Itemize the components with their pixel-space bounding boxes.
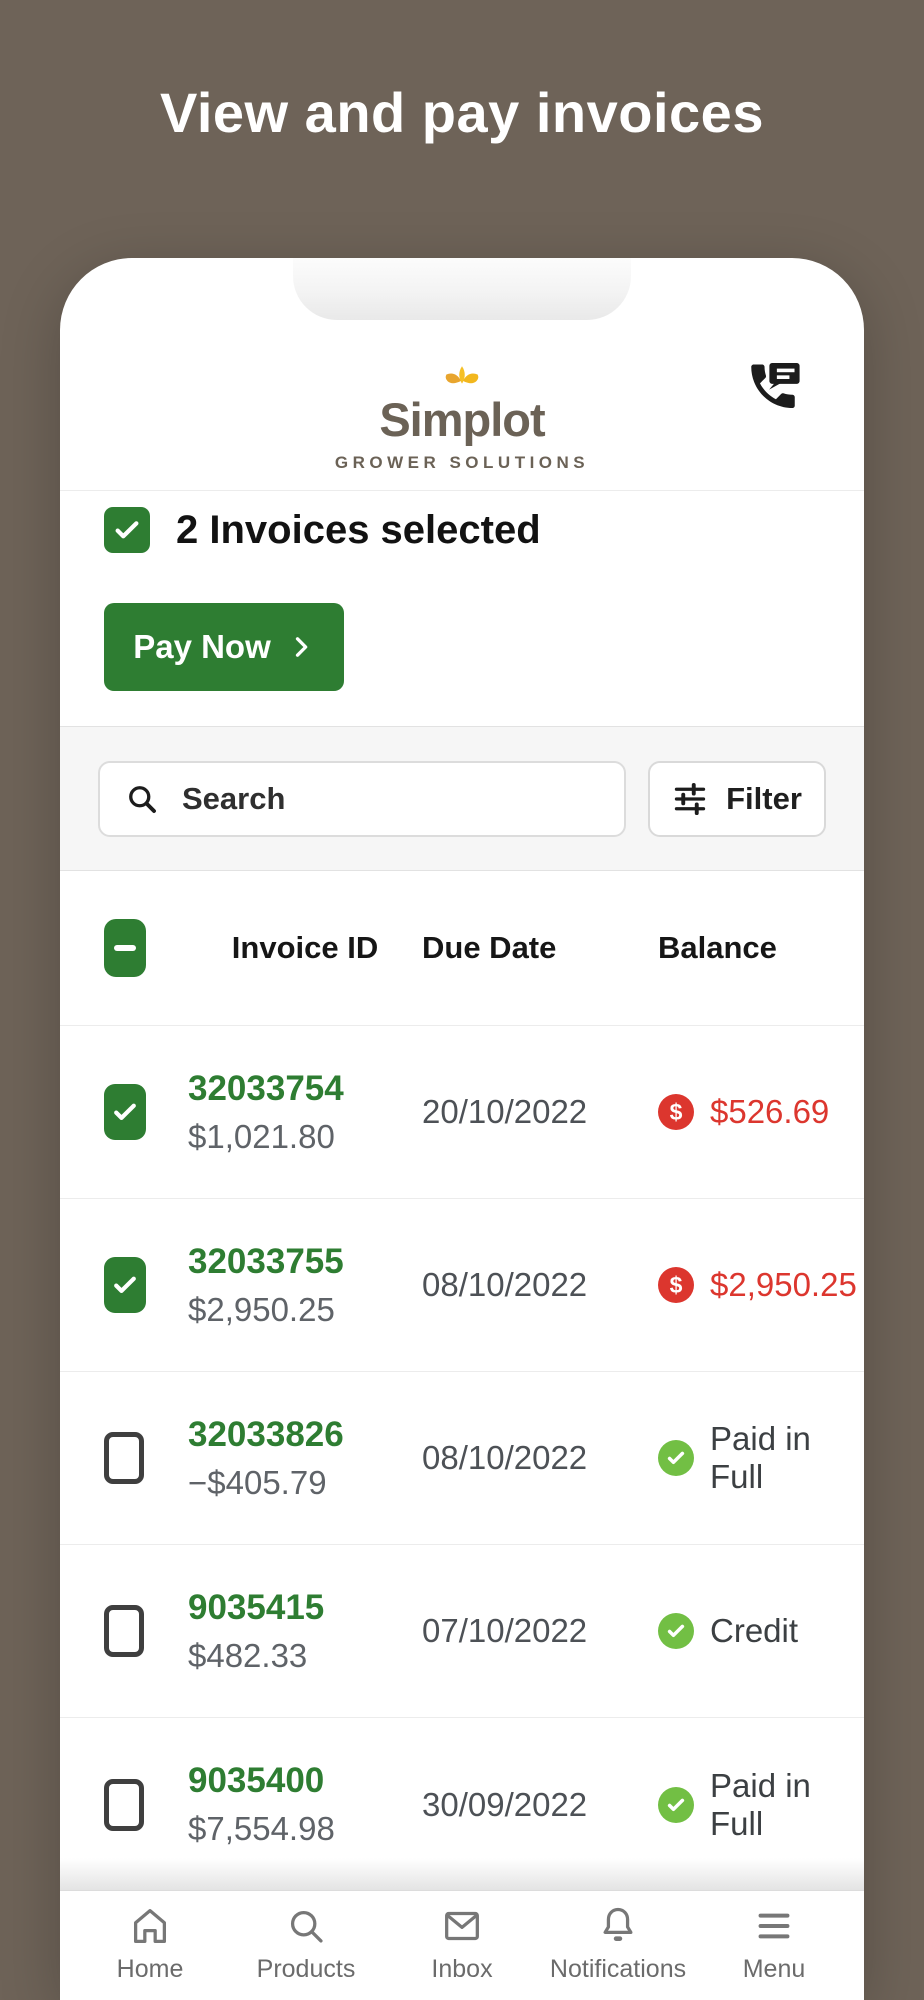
tune-filter-icon [674,782,706,815]
bottom-nav: Home Products Inbox Notifications Menu [60,1890,864,2000]
invoice-amount: $482.33 [188,1636,308,1674]
nav-item-notifications[interactable]: Notifications [548,1891,688,2000]
invoice-id-link[interactable]: 32033754 [188,1068,344,1108]
balance-text: $526.69 [710,1093,830,1130]
search-toolbar: Filter [60,726,864,871]
mail-icon [445,1911,479,1941]
nav-item-home[interactable]: Home [80,1891,220,2000]
column-header-balance: Balance [658,930,777,965]
nav-item-menu[interactable]: Menu [704,1891,844,2000]
balance-text: Paid in Full [710,1766,811,1842]
selection-section: 2 Invoices selected Pay Now [60,491,864,726]
filter-label: Filter [726,780,802,816]
invoice-row: 32033755 $2,950.25 08/10/2022 $ $2,950.2… [60,1199,864,1372]
check-icon [114,1103,136,1120]
select-all-checkbox[interactable] [104,507,150,553]
invoice-amount: −$405.79 [188,1463,327,1501]
due-date: 20/10/2022 [422,1093,588,1130]
nav-item-inbox[interactable]: Inbox [392,1891,532,2000]
invoice-id-link[interactable]: 32033826 [188,1414,344,1454]
search-icon [290,1910,323,1943]
simplot-logo: Simplot GROWER SOLUTIONS [60,366,864,473]
search-input[interactable] [180,779,600,818]
row-checkbox[interactable] [104,1432,144,1484]
filter-button[interactable]: Filter [648,760,826,837]
due-date: 08/10/2022 [422,1439,588,1476]
brand-wordmark: Simplot [379,393,545,446]
pay-now-label: Pay Now [133,628,271,665]
balance-text: Credit [710,1612,799,1649]
chevron-right-icon [295,637,308,657]
due-date: 30/09/2022 [422,1785,588,1823]
overdue-dollar-icon: $ [658,1267,694,1303]
bell-icon [603,1907,633,1941]
search-field[interactable] [98,760,626,837]
phone-notch [293,258,631,320]
app-header: Simplot GROWER SOLUTIONS [60,258,864,491]
paid-check-icon [658,1613,694,1649]
phone-message-icon [751,362,800,408]
balance-text: $2,950.25 [710,1266,857,1303]
invoice-amount: $1,021.80 [188,1117,335,1155]
row-checkbox[interactable] [104,1084,146,1140]
table-header: Invoice ID Due Date Balance [60,871,864,1026]
invoice-id-link[interactable]: 32033755 [188,1241,344,1281]
row-checkbox[interactable] [104,1605,144,1657]
due-date: 07/10/2022 [422,1612,588,1649]
contact-phone-button[interactable] [740,356,806,418]
overdue-dollar-icon: $ [658,1094,694,1130]
invoice-row: 32033754 $1,021.80 20/10/2022 $ $526.69 [60,1026,864,1199]
home-icon [133,1909,167,1943]
selection-count-label: 2 Invoices selected [176,507,541,552]
phone-mockup: Simplot GROWER SOLUTIONS 2 Invoices sele… [60,258,864,2000]
invoice-id-link[interactable]: 9035400 [188,1761,325,1800]
page-title: View and pay invoices [160,81,764,144]
column-header-due-date: Due Date [422,930,557,965]
check-icon [115,521,139,539]
brand-tagline: GROWER SOLUTIONS [334,453,590,472]
pay-now-button[interactable]: Pay Now [104,603,344,691]
invoice-amount: $2,950.25 [188,1290,335,1328]
invoice-id-link[interactable]: 9035415 [188,1587,325,1627]
check-icon [114,1276,136,1293]
balance-text: Paid in Full [710,1420,811,1495]
due-date: 08/10/2022 [422,1266,588,1303]
row-checkbox[interactable] [104,1257,146,1313]
search-icon [129,785,156,813]
row-checkbox[interactable] [104,1778,144,1831]
paid-check-icon [658,1440,694,1476]
invoice-amount: $7,554.98 [188,1810,335,1847]
select-all-rows-checkbox[interactable] [104,919,146,977]
column-header-invoice-id: Invoice ID [231,930,379,965]
paid-check-icon [658,1786,694,1823]
leaf-icon [445,366,479,384]
invoice-row: 9035415 $482.33 07/10/2022 $ Credit [60,1545,864,1718]
invoice-row: 9035400 $7,554.98 30/09/2022 $ Paid in F… [60,1718,864,1891]
nav-item-products[interactable]: Products [236,1891,376,2000]
menu-icon [758,1913,790,1939]
indeterminate-minus-icon [114,945,136,951]
invoice-row: 32033826 −$405.79 08/10/2022 $ Paid in F… [60,1372,864,1545]
invoice-table-body: 32033754 $1,021.80 20/10/2022 $ $526.69 … [60,1026,864,1891]
